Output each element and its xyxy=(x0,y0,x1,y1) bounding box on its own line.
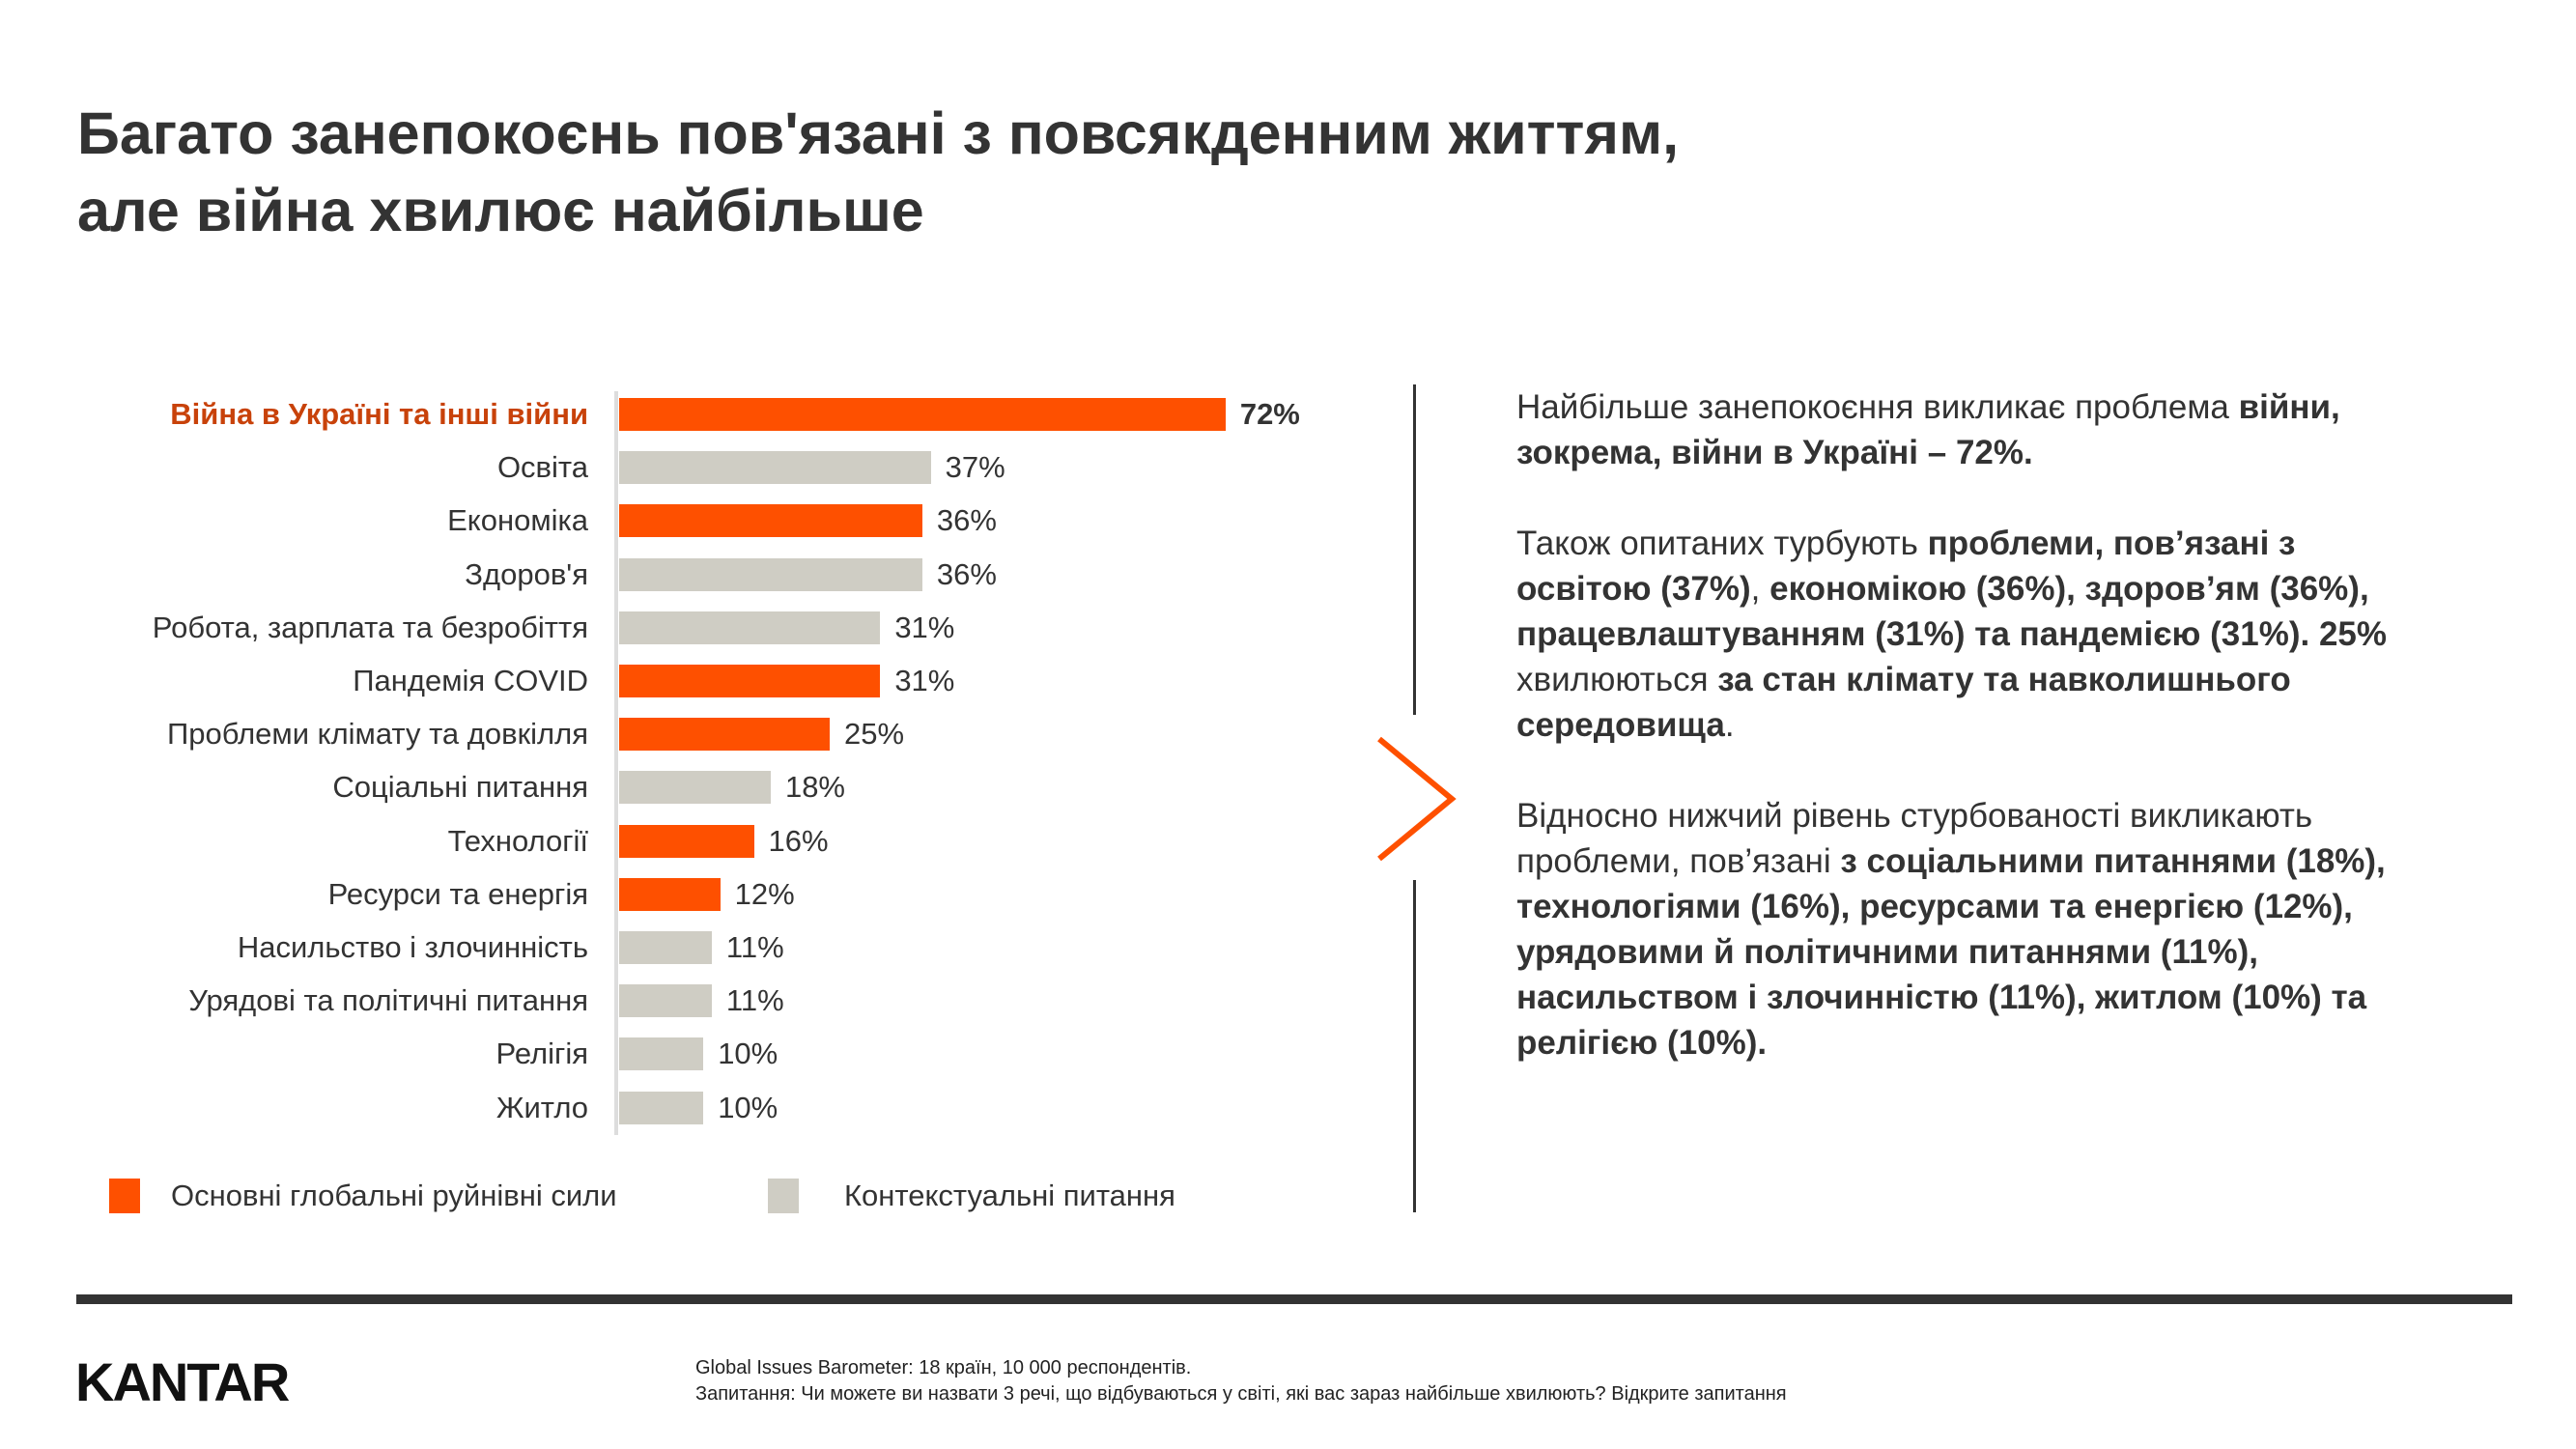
text: Також опитаних турбують xyxy=(1516,525,1928,562)
legend-swatch-primary xyxy=(109,1179,140,1213)
title-line-1: Багато занепокоєнь пов'язані з повсякден… xyxy=(77,100,1680,166)
value-label: 11% xyxy=(725,983,784,1018)
category-label: Технології xyxy=(447,823,588,858)
footer-notes: Global Issues Barometer: 18 країн, 10 00… xyxy=(695,1355,2434,1407)
bar xyxy=(619,931,712,964)
bar xyxy=(619,1037,704,1071)
bar xyxy=(619,771,771,805)
description-line: працевлаштуванням (31%) та пандемією (31… xyxy=(1516,611,2540,657)
description-line: освітою (37%), економікою (36%), здоров’… xyxy=(1516,566,2540,611)
bold-text: середовища xyxy=(1516,706,1725,744)
divider-top xyxy=(1413,384,1416,715)
category-label: Робота, зарплата та безробіття xyxy=(152,610,588,644)
legend-item-contextual: Контекстуальні питання xyxy=(768,1179,1175,1213)
category-label: Здоров'я xyxy=(465,556,588,591)
description-line: середовища. xyxy=(1516,702,2540,748)
description-line: насильством і злочинністю (11%), житлом … xyxy=(1516,975,2540,1020)
bar xyxy=(619,398,1226,431)
bar xyxy=(619,611,881,644)
legend-swatch-contextual xyxy=(768,1179,799,1213)
text: проблеми, пов’язані xyxy=(1516,842,1841,880)
text: хвилюються xyxy=(1516,661,1718,698)
description-line: проблеми, пов’язані з соціальними питанн… xyxy=(1516,838,2540,884)
category-label: Релігія xyxy=(495,1037,588,1071)
bar xyxy=(619,824,754,858)
legend-label: Контекстуальні питання xyxy=(844,1179,1175,1212)
text: Відносно нижчий рівень стурбованості вик… xyxy=(1516,797,2313,835)
bar xyxy=(619,718,830,752)
description-line: Відносно нижчий рівень стурбованості вик… xyxy=(1516,793,2540,838)
description-line: Найбільше занепокоєння викликає проблема… xyxy=(1516,384,2540,430)
value-label: 37% xyxy=(945,450,1005,485)
bar xyxy=(619,504,922,538)
category-label: Пандемія COVID xyxy=(353,664,588,697)
text: , xyxy=(1750,570,1770,608)
description-line: урядовими й політичними питаннями (11%), xyxy=(1516,929,2540,975)
category-label: Соціальні питання xyxy=(332,770,588,805)
category-label: Освіта xyxy=(496,450,588,485)
text: . xyxy=(1724,706,1735,744)
text: Найбільше занепокоєння викликає проблема xyxy=(1516,388,2239,426)
category-label: Економіка xyxy=(447,503,588,538)
description-line: хвилюються за стан клімату та навколишнь… xyxy=(1516,657,2540,702)
value-label: 18% xyxy=(784,770,845,805)
bar xyxy=(619,557,922,591)
footer-source: Global Issues Barometer: 18 країн, 10 00… xyxy=(695,1357,1192,1378)
chevron-right-icon xyxy=(1377,736,1457,862)
bar xyxy=(619,1091,704,1124)
paragraph-gap xyxy=(1516,748,2540,793)
bold-text: урядовими й політичними питаннями (11%), xyxy=(1516,933,2258,971)
category-label: Урядові та політичні питання xyxy=(188,983,588,1018)
bold-text: освітою (37%) xyxy=(1516,570,1751,608)
bar xyxy=(619,984,712,1018)
bar-chart: Війна в Україні та інші війни 72% Освіта 37… xyxy=(0,0,1352,1256)
category-label: Житло xyxy=(495,1090,588,1124)
page-title: Багато занепокоєнь пов'язані з повсякден… xyxy=(77,95,2395,249)
bold-text: війни, xyxy=(2238,388,2340,426)
value-label: 10% xyxy=(718,1090,778,1124)
value-label: 11% xyxy=(725,930,784,964)
description-line: Також опитаних турбують проблеми, пов’яз… xyxy=(1516,521,2540,566)
value-label: 31% xyxy=(894,610,955,644)
bold-text: насильством і злочинністю (11%), житлом … xyxy=(1516,979,2367,1016)
category-label: Насильство і злочинність xyxy=(237,930,588,964)
bold-text: працевлаштуванням (31%) та пандемією (31… xyxy=(1516,615,2388,653)
chart-axis xyxy=(614,391,618,1135)
bar xyxy=(619,877,721,911)
bold-text: релігією (10%). xyxy=(1516,1024,1768,1062)
bold-text: за стан клімату та навколишнього xyxy=(1717,661,2291,698)
bold-text: технологіями (16%), ресурсами та енергіє… xyxy=(1516,888,2353,925)
description-line: технологіями (16%), ресурсами та енергіє… xyxy=(1516,884,2540,929)
bold-text: зокрема, війни в Україні – 72%. xyxy=(1516,434,2033,471)
value-label: 36% xyxy=(936,503,997,538)
footer-question: Запитання: Чи можете ви назвати 3 речі, … xyxy=(695,1383,1787,1405)
kantar-logo: KANTAR xyxy=(75,1350,290,1413)
bar xyxy=(619,665,881,697)
value-label: 10% xyxy=(718,1037,778,1071)
value-label: 25% xyxy=(844,717,905,752)
description-line: зокрема, війни в Україні – 72%. xyxy=(1516,430,2540,475)
bold-text: проблеми, пов’язані з xyxy=(1927,525,2296,562)
bar xyxy=(619,451,931,485)
value-label: 12% xyxy=(734,876,795,911)
value-label: 16% xyxy=(768,823,829,858)
legend-label: Основні глобальні руйнівні сили xyxy=(171,1179,617,1212)
description-text: Найбільше занепокоєння викликає проблема… xyxy=(1516,384,2540,1065)
description-line: релігією (10%). xyxy=(1516,1020,2540,1065)
bold-text: з соціальними питаннями (18%), xyxy=(1840,842,2386,880)
logo-text: KANTAR xyxy=(75,1351,290,1412)
title-line-2: але війна хвилює найбільше xyxy=(77,178,924,243)
category-label: Ресурси та енергія xyxy=(327,876,588,911)
category-label: Війна в Україні та інші війни xyxy=(170,397,588,431)
paragraph-gap xyxy=(1516,475,2540,521)
value-label: 72% xyxy=(1239,397,1300,431)
category-label: Проблеми клімату та довкілля xyxy=(166,717,588,752)
legend-item-primary: Основні глобальні руйнівні сили xyxy=(109,1179,617,1213)
bold-text: економікою (36%), здоров’ям (36%), xyxy=(1769,570,2369,608)
value-label: 36% xyxy=(936,556,997,591)
footer-rule xyxy=(76,1294,2512,1304)
divider-bottom xyxy=(1413,880,1416,1212)
value-label: 31% xyxy=(894,664,955,697)
